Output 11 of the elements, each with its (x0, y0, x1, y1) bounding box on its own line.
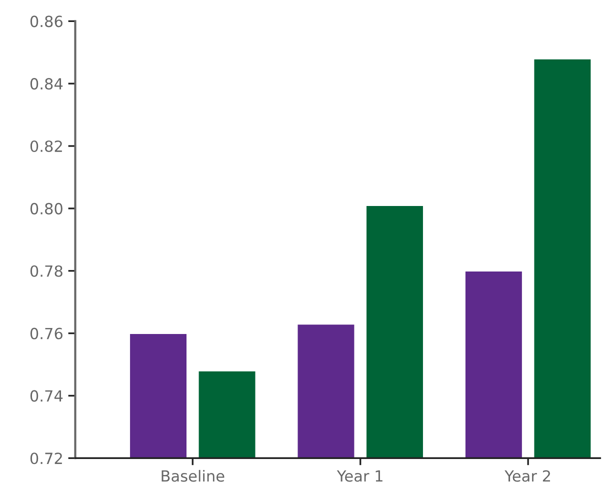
y-tick-label: 0.74 (30, 390, 63, 402)
y-tick-label: 0.76 (30, 328, 62, 340)
x-tick-label: Year 2 (504, 470, 550, 482)
y-tick-label: 0.78 (30, 265, 62, 277)
y-tick-label: 0.72 (30, 452, 62, 464)
y-tick-label: 0.84 (30, 78, 63, 90)
y-tick-label: 0.82 (30, 140, 62, 152)
x-tick-label: Year 1 (336, 470, 382, 482)
y-tick-label: 0.86 (30, 16, 62, 28)
y-tick-label: 0.80 (30, 202, 62, 214)
x-tick-label: Baseline (162, 470, 224, 482)
